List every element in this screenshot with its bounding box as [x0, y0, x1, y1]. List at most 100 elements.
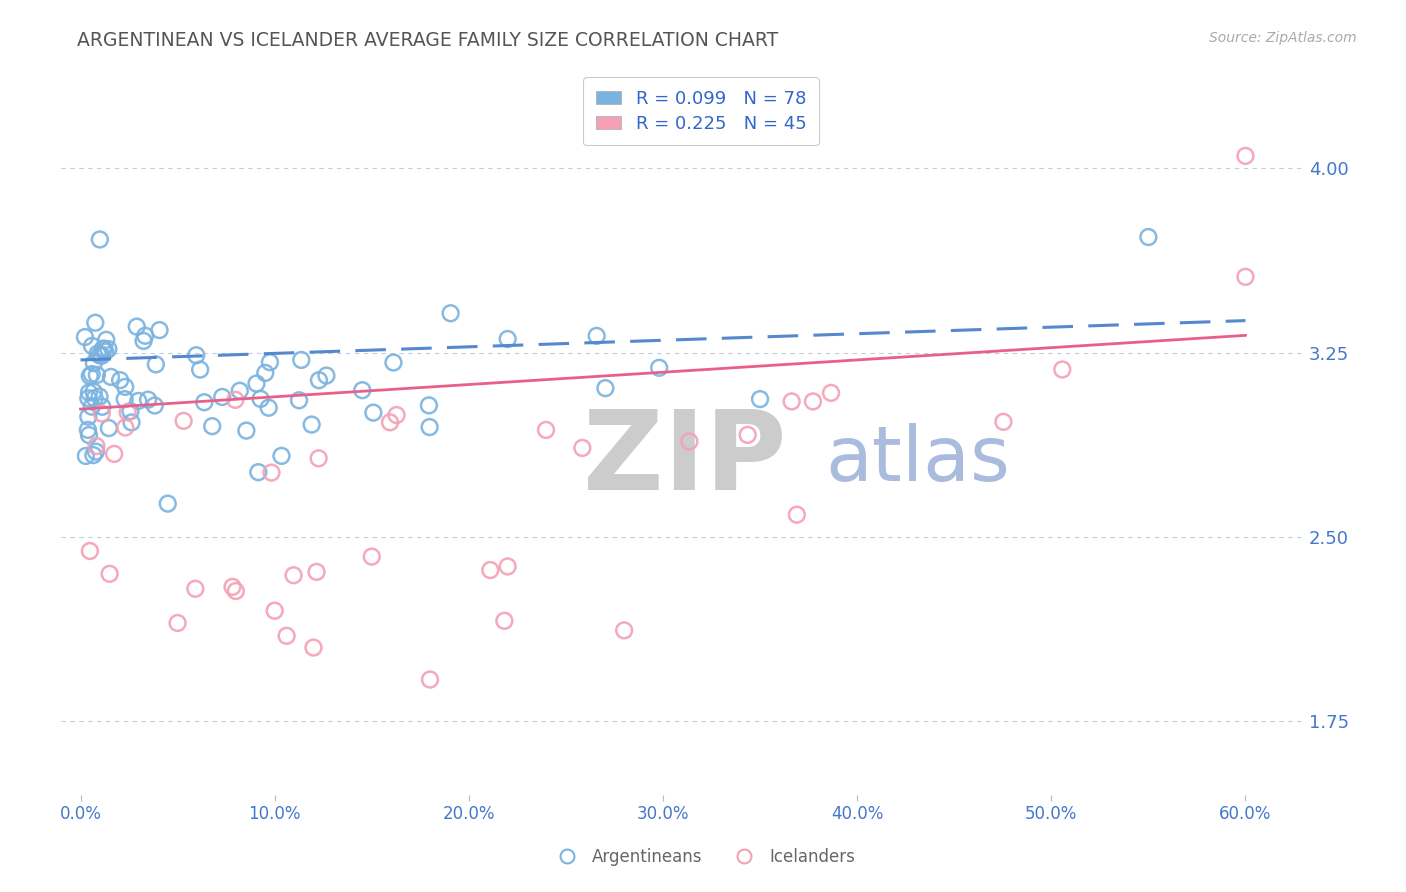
Point [80, 400, 103, 414]
Point [86, 346, 108, 360]
Point [648, 360, 671, 375]
Point [378, 415, 401, 429]
Point [83, 384, 105, 399]
Point [254, 366, 277, 380]
Point [166, 615, 188, 630]
Point [259, 355, 281, 369]
Point [993, 415, 1015, 429]
Point [96, 333, 118, 347]
Point [89, 232, 111, 246]
Point [249, 392, 271, 406]
Point [595, 381, 617, 395]
Text: Source: ZipAtlas.com: Source: ZipAtlas.com [1209, 31, 1357, 45]
Point [114, 420, 136, 434]
Point [77, 385, 100, 400]
Point [93, 342, 115, 356]
Point [786, 508, 808, 522]
Point [613, 624, 636, 638]
Point [89, 348, 111, 362]
Point [315, 368, 337, 383]
Point [1234, 149, 1257, 163]
Point [90, 349, 112, 363]
Legend: Argentineans, Icelanders: Argentineans, Icelanders [544, 842, 862, 873]
Point [132, 334, 155, 348]
Point [77, 392, 100, 406]
Point [290, 352, 312, 367]
Point [97, 342, 120, 356]
Point [201, 419, 224, 434]
Point [94, 344, 117, 359]
Point [82, 448, 104, 462]
Point [134, 328, 156, 343]
Point [301, 417, 323, 432]
Point [125, 319, 148, 334]
Point [77, 409, 100, 424]
Point [288, 393, 311, 408]
Point [114, 392, 136, 406]
Point [352, 383, 374, 397]
Point [108, 373, 131, 387]
Point [91, 400, 114, 414]
Point [84, 444, 107, 458]
Text: ARGENTINEAN VS ICELANDER AVERAGE FAMILY SIZE CORRELATION CHART: ARGENTINEAN VS ICELANDER AVERAGE FAMILY … [77, 31, 779, 50]
Point [360, 549, 382, 564]
Legend: R = 0.099   N = 78, R = 0.225   N = 45: R = 0.099 N = 78, R = 0.225 N = 45 [583, 77, 818, 145]
Point [1052, 362, 1074, 376]
Point [73, 330, 96, 344]
Point [439, 306, 461, 320]
Point [117, 405, 139, 419]
Point [173, 414, 195, 428]
Point [120, 404, 142, 418]
Point [86, 439, 108, 453]
Point [302, 640, 325, 655]
Point [749, 392, 772, 406]
Point [534, 423, 557, 437]
Point [263, 604, 285, 618]
Point [186, 348, 208, 362]
Point [382, 355, 405, 369]
Point [1234, 269, 1257, 284]
Point [90, 407, 112, 421]
Point [225, 584, 247, 599]
Point [114, 380, 136, 394]
Point [247, 465, 270, 479]
Point [276, 629, 298, 643]
Point [305, 565, 328, 579]
Point [308, 451, 330, 466]
Point [100, 370, 122, 384]
Point [145, 358, 167, 372]
Point [224, 392, 246, 407]
Point [77, 428, 100, 442]
Point [820, 385, 842, 400]
Point [121, 416, 143, 430]
Point [75, 449, 97, 463]
Point [494, 614, 516, 628]
Point [245, 376, 267, 391]
Point [1137, 230, 1160, 244]
Point [77, 423, 100, 437]
Point [98, 566, 121, 581]
Point [188, 362, 211, 376]
Point [270, 449, 292, 463]
Point [419, 420, 441, 434]
Point [229, 384, 252, 398]
Point [260, 466, 283, 480]
Text: atlas: atlas [825, 423, 1010, 497]
Point [89, 390, 111, 404]
Point [184, 582, 207, 596]
Point [235, 424, 257, 438]
Point [80, 367, 103, 381]
Point [780, 394, 803, 409]
Point [257, 401, 280, 415]
Point [496, 332, 519, 346]
Point [97, 421, 120, 435]
Point [221, 580, 243, 594]
Point [737, 428, 759, 442]
Point [801, 394, 824, 409]
Point [143, 399, 166, 413]
Point [86, 368, 108, 382]
Text: ZIP: ZIP [583, 407, 786, 514]
Point [479, 563, 502, 577]
Point [571, 441, 593, 455]
Point [363, 406, 385, 420]
